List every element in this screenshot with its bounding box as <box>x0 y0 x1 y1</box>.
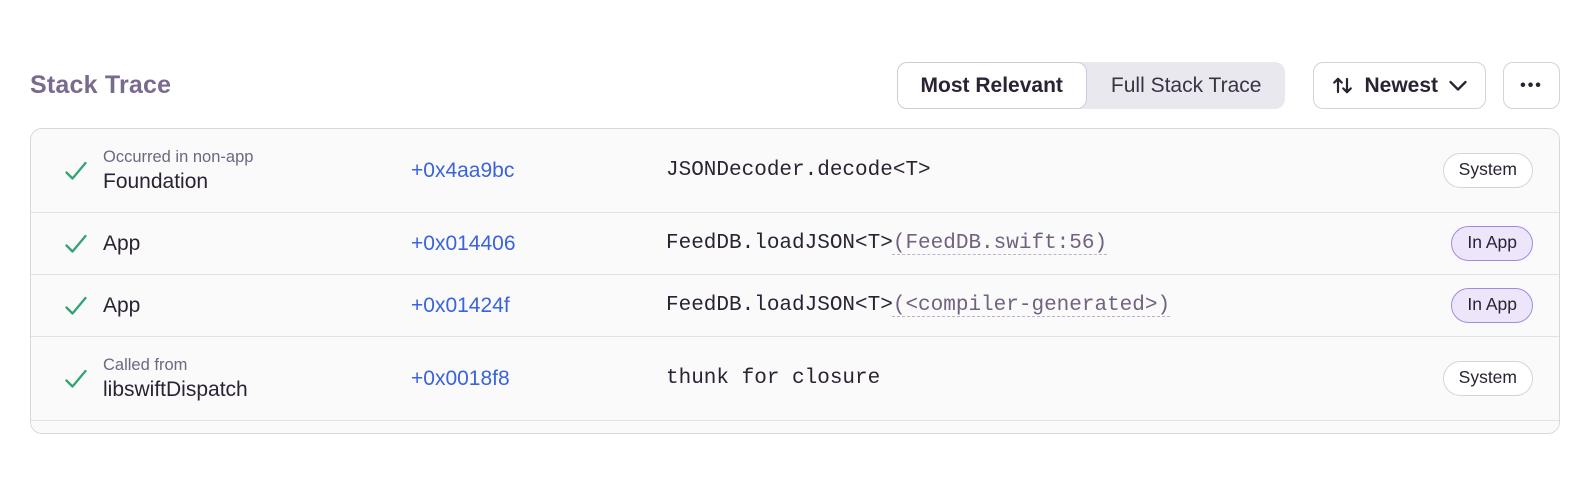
frame-module-cell: App <box>103 294 411 318</box>
sort-dropdown-label: Newest <box>1364 73 1438 97</box>
frame-address-link[interactable]: +0x01424f <box>411 293 510 317</box>
frame-module-cell: App <box>103 232 411 256</box>
frame-badge: System <box>1442 361 1533 396</box>
frame-badge-cell: System <box>1442 361 1533 396</box>
frame-badge-cell: In App <box>1451 288 1533 323</box>
frame-function: JSONDecoder.decode<T> <box>666 159 1443 182</box>
frame-module: App <box>103 293 141 317</box>
sort-dropdown-button[interactable]: Newest <box>1313 62 1486 109</box>
checkmark-icon <box>61 291 103 321</box>
frame-function-name: FeedDB.loadJSON<T> <box>666 232 893 255</box>
frame-context-label: Called from <box>103 355 188 374</box>
frame-function-name: JSONDecoder.decode<T> <box>666 159 931 182</box>
stack-trace-list: Occurred in non-app Foundation +0x4aa9bc… <box>30 128 1560 434</box>
frame-function-name: FeedDB.loadJSON<T> <box>666 294 893 317</box>
stack-frame-row-partial <box>31 421 1559 433</box>
frame-address-link[interactable]: +0x4aa9bc <box>411 158 515 182</box>
frame-address-link[interactable]: +0x014406 <box>411 231 516 255</box>
frame-address-link[interactable]: +0x0018f8 <box>411 366 510 390</box>
frame-badge: In App <box>1451 226 1533 261</box>
frame-function: thunk for closure <box>666 367 1443 390</box>
page-title: Stack Trace <box>30 71 172 99</box>
frame-function: FeedDB.loadJSON<T>(<compiler-generated>) <box>666 294 1451 317</box>
frame-context-label: Occurred in non-app <box>103 147 254 166</box>
frame-badge: System <box>1442 153 1533 188</box>
frame-source-link[interactable]: (<compiler-generated>) <box>892 294 1171 317</box>
frame-module: libswiftDispatch <box>103 377 248 401</box>
frame-module-cell: Called from libswiftDispatch <box>103 356 411 402</box>
stack-frame-row[interactable]: Occurred in non-app Foundation +0x4aa9bc… <box>31 129 1559 213</box>
ellipsis-icon: ••• <box>1520 76 1543 94</box>
stack-trace-toolbar: Stack Trace Most Relevant Full Stack Tra… <box>30 62 1560 109</box>
frame-badge-cell: System <box>1442 153 1533 188</box>
more-options-button[interactable]: ••• <box>1503 62 1560 109</box>
frame-module: Foundation <box>103 169 209 193</box>
view-toggle: Most Relevant Full Stack Trace <box>896 62 1286 109</box>
frame-function-name: thunk for closure <box>666 367 881 390</box>
stack-frame-row[interactable]: App +0x014406 FeedDB.loadJSON<T>(FeedDB.… <box>31 213 1559 275</box>
checkmark-icon <box>61 156 103 186</box>
frame-badge-cell: In App <box>1451 226 1533 261</box>
tab-full-stack-trace[interactable]: Full Stack Trace <box>1087 62 1286 109</box>
checkmark-icon <box>61 364 103 394</box>
checkmark-icon <box>61 229 103 259</box>
frame-badge: In App <box>1451 288 1533 323</box>
stack-frame-row[interactable]: App +0x01424f FeedDB.loadJSON<T>(<compil… <box>31 275 1559 337</box>
sort-arrows-icon <box>1331 74 1354 97</box>
frame-module: App <box>103 231 141 255</box>
frame-source-link[interactable]: (FeedDB.swift:56) <box>892 232 1108 255</box>
tab-most-relevant[interactable]: Most Relevant <box>896 62 1087 109</box>
frame-function: FeedDB.loadJSON<T>(FeedDB.swift:56) <box>666 232 1451 255</box>
toolbar-controls: Most Relevant Full Stack Trace Newest ••… <box>896 62 1560 109</box>
frame-module-cell: Occurred in non-app Foundation <box>103 148 411 194</box>
stack-frame-row[interactable]: Called from libswiftDispatch +0x0018f8 t… <box>31 337 1559 421</box>
chevron-down-icon <box>1448 80 1468 92</box>
